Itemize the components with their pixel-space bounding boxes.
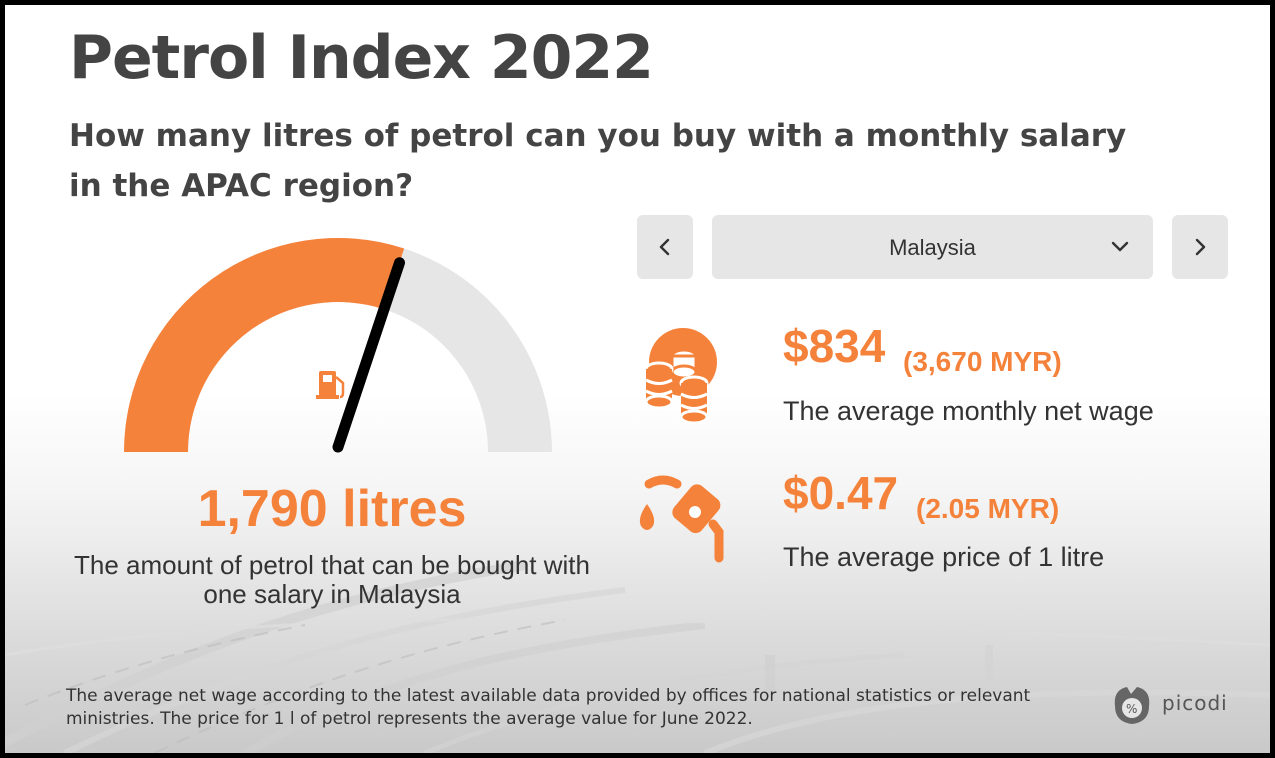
- selected-country: Malaysia: [889, 235, 976, 260]
- chevron-down-icon: [1111, 241, 1129, 252]
- picodi-logo-text[interactable]: picodi: [1162, 691, 1228, 715]
- fuel-nozzle-icon: [639, 475, 724, 563]
- previous-country-button[interactable]: [637, 215, 693, 279]
- page-title: Petrol Index 2022: [69, 23, 654, 93]
- highway-background: [5, 560, 1270, 753]
- litres-description: The amount of petrol that can be bought …: [73, 550, 590, 609]
- price-local: (2.05 MYR): [916, 493, 1060, 524]
- page-subtitle: How many litres of petrol can you buy wi…: [69, 118, 1127, 204]
- wage-usd: $834: [783, 320, 886, 372]
- country-select[interactable]: Malaysia: [712, 215, 1153, 279]
- picodi-logo-icon[interactable]: %: [1109, 682, 1159, 730]
- svg-text:%: %: [1126, 702, 1137, 716]
- fuel-pump-icon: [316, 371, 345, 399]
- litres-value: 1,790 litres: [197, 480, 467, 538]
- coins-icon: [644, 328, 717, 425]
- petrol-gauge: [124, 238, 552, 453]
- next-country-button[interactable]: [1172, 215, 1228, 279]
- chevron-left-icon: [659, 238, 670, 256]
- footnote: The average net wage according to the la…: [66, 686, 1031, 729]
- wage-label: The average monthly net wage: [783, 396, 1154, 426]
- infographic: Petrol Index 2022 How many litres of pet…: [5, 5, 1270, 753]
- chevron-right-icon: [1195, 238, 1206, 256]
- gauge-fill: [124, 238, 405, 452]
- wage-local: (3,670 MYR): [903, 346, 1062, 377]
- price-usd: $0.47: [783, 467, 899, 519]
- price-label: The average price of 1 litre: [783, 542, 1105, 572]
- gauge-needle: [332, 257, 405, 453]
